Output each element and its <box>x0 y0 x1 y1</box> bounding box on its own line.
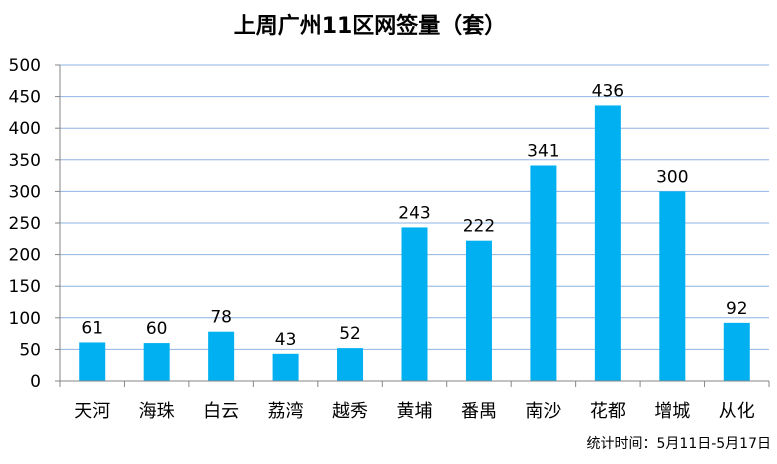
data-label: 61 <box>81 318 103 338</box>
y-tick-label: 50 <box>19 340 41 360</box>
bar-天河 <box>79 342 106 381</box>
y-tick-label: 150 <box>9 277 41 297</box>
y-tick-label: 0 <box>30 372 41 392</box>
bar-黄埔 <box>401 227 428 381</box>
x-category-label: 海珠 <box>139 401 175 422</box>
bar-海珠 <box>143 343 170 381</box>
x-axis: 天河 海珠 白云 荔湾 越秀 黄埔 番禺 南沙 花都 增城 从化 <box>59 65 770 422</box>
x-category-label: 番禺 <box>461 401 497 422</box>
data-label: 43 <box>275 330 297 350</box>
data-label: 243 <box>398 203 430 223</box>
y-tick-label: 350 <box>9 151 41 171</box>
y-tick-label: 450 <box>9 88 41 108</box>
y-tick-label: 250 <box>9 214 41 234</box>
date-range-annotation: 统计时间：5月11日-5月17日 <box>587 436 772 452</box>
data-label: 341 <box>527 141 559 161</box>
bar-番禺 <box>465 240 492 381</box>
bar-从化 <box>723 322 750 381</box>
y-tick-label: 300 <box>9 182 41 202</box>
y-axis-ticks: 0 50 100 150 200 250 300 350 400 450 500 <box>9 56 60 392</box>
y-tick-label: 400 <box>9 119 41 139</box>
y-tick-label: 500 <box>9 56 41 76</box>
bar-白云 <box>208 331 235 381</box>
data-label: 92 <box>726 299 748 319</box>
data-label: 52 <box>339 324 361 344</box>
data-label: 436 <box>592 81 624 101</box>
bar-荔湾 <box>272 353 299 381</box>
x-category-label: 花都 <box>590 401 626 422</box>
data-label: 60 <box>146 319 168 339</box>
y-tick-label: 200 <box>9 246 41 266</box>
gridlines <box>60 64 769 350</box>
x-category-label: 越秀 <box>332 401 368 422</box>
chart-title: 上周广州11区网签量（套） <box>234 13 507 39</box>
data-label: 300 <box>656 167 688 187</box>
x-category-label: 从化 <box>719 401 755 422</box>
data-label: 222 <box>463 217 495 237</box>
bar-南沙 <box>530 165 557 381</box>
x-category-label: 增城 <box>654 401 690 422</box>
x-category-label: 黄埔 <box>397 401 433 422</box>
x-category-label: 白云 <box>203 401 239 422</box>
bar-增城 <box>659 191 686 381</box>
x-category-label: 天河 <box>74 401 110 422</box>
bar-越秀 <box>337 348 364 381</box>
x-category-label: 荔湾 <box>268 401 304 422</box>
data-label: 78 <box>210 308 232 328</box>
x-category-label: 南沙 <box>525 401 561 422</box>
bar-花都 <box>594 105 621 381</box>
y-tick-label: 100 <box>9 309 41 329</box>
bars: 61 60 78 43 52 243 222 341 436 300 92 <box>79 81 750 381</box>
